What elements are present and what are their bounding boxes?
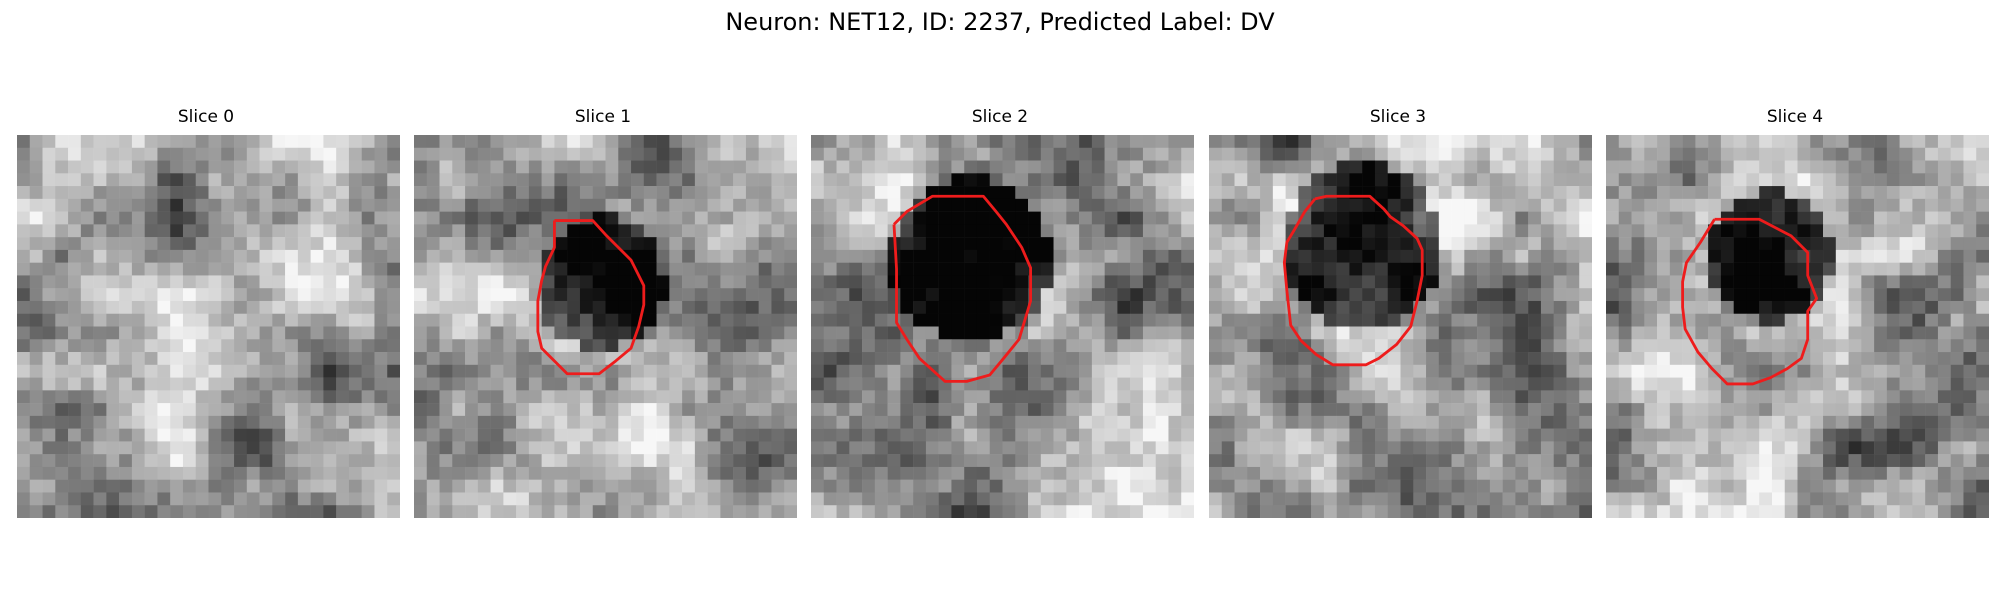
slice-pixels	[414, 135, 797, 518]
slice-image	[1606, 135, 1989, 518]
slice-image	[17, 135, 400, 518]
slice-title: Slice 1	[574, 107, 632, 127]
slice-image	[1209, 135, 1592, 518]
slice-pixels	[811, 135, 1194, 518]
slice-title: Slice 0	[177, 107, 235, 127]
slice-pixels	[1606, 135, 1989, 518]
slice-pixels	[17, 135, 400, 518]
figure-title: Neuron: NET12, ID: 2237, Predicted Label…	[725, 8, 1275, 36]
roi-outline	[892, 194, 1032, 383]
slice-title: Slice 3	[1369, 107, 1427, 127]
roi-outline	[1282, 194, 1424, 367]
slice-image	[811, 135, 1194, 518]
roi-outline	[536, 219, 646, 376]
roi-outline	[1681, 217, 1819, 386]
slice-title: Slice 2	[971, 107, 1029, 127]
slice-title: Slice 4	[1766, 107, 1824, 127]
slice-pixels	[1209, 135, 1592, 518]
slice-image	[414, 135, 797, 518]
